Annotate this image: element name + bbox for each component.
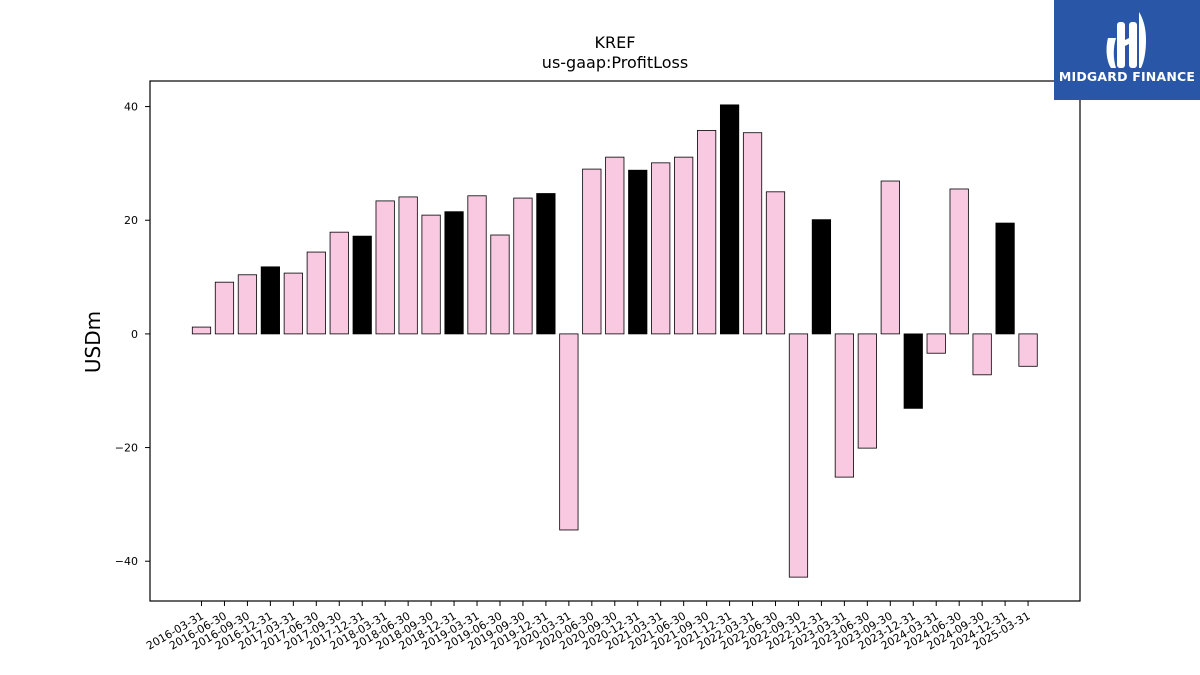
- plot-frame: [149, 80, 1081, 602]
- bar-2016-03-31: [191, 326, 212, 335]
- y-tick-label: −40: [115, 555, 138, 568]
- bar-2022-12-31: [811, 219, 832, 335]
- bar-2021-09-30: [697, 130, 717, 335]
- bar-2017-12-31: [352, 235, 372, 335]
- bar-2018-12-31: [444, 211, 464, 335]
- x-axis: 2016-03-312016-06-302016-09-302016-12-31…: [144, 601, 1033, 653]
- bar-2017-09-30: [329, 231, 349, 335]
- bar-2020-09-30: [605, 156, 625, 335]
- bar-2023-09-30: [880, 180, 900, 335]
- bar-2018-06-30: [398, 196, 418, 335]
- logo-text: MIDGARD FINANCE: [1058, 69, 1196, 84]
- bar-2019-03-31: [467, 195, 487, 335]
- bar-2018-03-31: [375, 200, 395, 335]
- bar-2021-03-31: [651, 162, 671, 335]
- bar-2023-03-31: [834, 333, 854, 478]
- bar-2016-09-30: [237, 274, 258, 335]
- midgard-logo-icon: [1106, 12, 1146, 68]
- bar-2023-06-30: [857, 333, 877, 449]
- bar-2022-06-30: [765, 191, 786, 335]
- bar-2024-09-30: [972, 333, 992, 376]
- bar-2017-06-30: [306, 251, 326, 335]
- y-axis-label: USDm: [81, 311, 105, 373]
- y-tick-label: 20: [124, 214, 138, 227]
- bar-2019-06-30: [490, 234, 510, 335]
- brand-logo: MIDGARD FINANCE: [1054, 0, 1200, 100]
- chart-title: KREF: [595, 33, 636, 52]
- bar-2017-03-31: [283, 272, 303, 335]
- bar-series: [191, 104, 1038, 578]
- y-axis: 40 20 0 −20 −40: [115, 101, 150, 568]
- y-tick-label: −20: [115, 442, 138, 455]
- bar-2022-09-30: [788, 333, 809, 578]
- bar-2018-09-30: [421, 214, 441, 335]
- bar-2022-03-31: [742, 132, 763, 335]
- bar-2019-12-31: [536, 193, 556, 335]
- bar-2016-06-30: [214, 281, 235, 335]
- y-tick-label: 0: [131, 328, 138, 341]
- bar-2023-12-31: [903, 333, 923, 409]
- bar-2021-12-31: [719, 104, 740, 335]
- bar-2020-12-31: [628, 169, 648, 335]
- bar-2020-03-31: [559, 333, 579, 531]
- bar-2024-03-31: [926, 333, 946, 354]
- bar-2019-09-30: [513, 197, 533, 335]
- bar-2020-06-30: [582, 168, 602, 335]
- bar-2016-12-31: [260, 266, 280, 335]
- chart-subtitle: us-gaap:ProfitLoss: [542, 53, 688, 72]
- bar-2024-06-30: [949, 188, 969, 335]
- bar-2021-06-30: [674, 156, 694, 335]
- y-tick-label: 40: [124, 101, 138, 114]
- bar-2025-03-31: [1018, 333, 1038, 367]
- bar-2024-12-31: [995, 222, 1015, 335]
